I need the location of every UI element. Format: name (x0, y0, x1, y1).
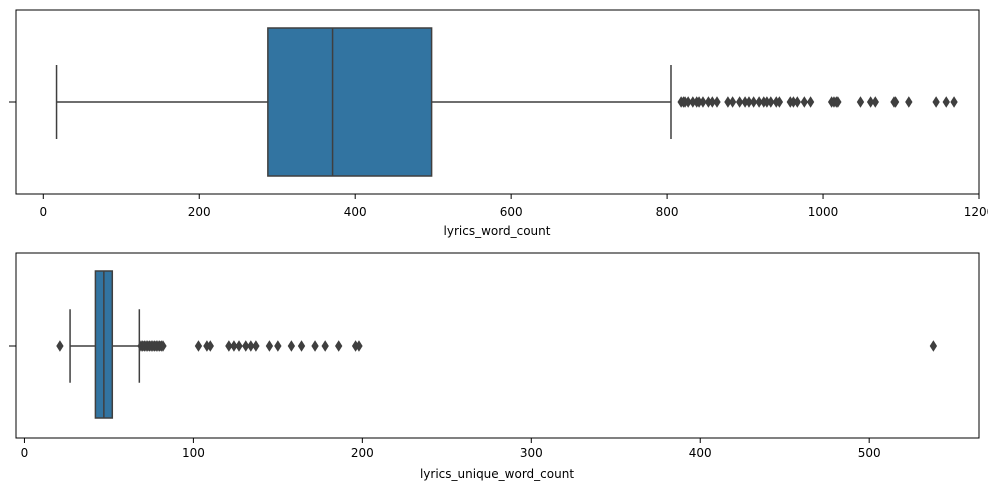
x-axis-ticks: 0 200 400 600 800 1000 1200 (39, 194, 988, 219)
outlier-point (230, 340, 238, 352)
outlier-point (942, 96, 950, 108)
outlier-point (247, 340, 255, 352)
outlier-point (287, 340, 296, 352)
outlier-point (335, 340, 343, 352)
outlier-point (252, 340, 260, 352)
outlier-point (297, 340, 306, 352)
x-tick-label: 1000 (808, 205, 839, 219)
x-tick-label: 500 (858, 446, 881, 460)
x-tick-label: 1200 (964, 205, 988, 219)
outlier-point (235, 340, 243, 352)
boxplot-marks (56, 270, 938, 419)
x-tick-label: 300 (520, 446, 543, 460)
outlier-point (834, 96, 842, 108)
outlier-point (159, 340, 167, 352)
outlier-point (905, 96, 913, 108)
outlier-point (206, 340, 214, 352)
x-axis-label: lyrics_word_count (444, 224, 551, 238)
outlier-point (767, 96, 775, 108)
boxplot-marks (55, 27, 958, 177)
outlier-point (242, 340, 250, 352)
unique-word-count-boxplot-panel: 0 100 200 300 400 500 lyrics_unique_word_coun… (9, 252, 980, 481)
x-tick-label: 400 (344, 205, 367, 219)
outlier-point (800, 96, 809, 108)
outlier-point (311, 340, 319, 352)
outlier-point (932, 96, 940, 108)
outlier-point (856, 96, 865, 108)
x-tick-label: 200 (351, 446, 374, 460)
outlier-point (891, 96, 900, 108)
outlier-point (735, 96, 744, 108)
x-tick-label: 0 (21, 446, 29, 460)
outlier-point (274, 340, 282, 352)
outlier-point (713, 96, 721, 108)
x-tick-label: 600 (500, 205, 523, 219)
x-tick-label: 800 (656, 205, 679, 219)
iqr-box (267, 27, 433, 177)
x-tick-label: 100 (182, 446, 205, 460)
word-count-boxplot-panel: 0 200 400 600 800 1000 1200 lyrics_word_count (9, 9, 988, 238)
outlier-point (806, 96, 815, 108)
outlier-point (699, 96, 707, 108)
outlier-point (775, 96, 784, 108)
outlier-point (194, 340, 203, 352)
x-tick-label: 400 (689, 446, 712, 460)
x-tick-label: 200 (188, 205, 211, 219)
outlier-point (728, 96, 737, 108)
outlier-point (225, 340, 233, 352)
x-axis-label: lyrics_unique_word_count (420, 467, 574, 481)
outlier-point (265, 340, 274, 352)
outlier-point (749, 96, 758, 108)
outlier-point (321, 340, 329, 352)
outlier-point (56, 340, 64, 352)
outlier-point (871, 96, 879, 108)
outlier-point (929, 340, 938, 352)
outlier-point (355, 340, 363, 352)
outlier-point (793, 96, 801, 108)
x-tick-label: 0 (39, 205, 47, 219)
outlier-point (950, 96, 958, 108)
x-axis-ticks: 0 100 200 300 400 500 (21, 438, 881, 460)
